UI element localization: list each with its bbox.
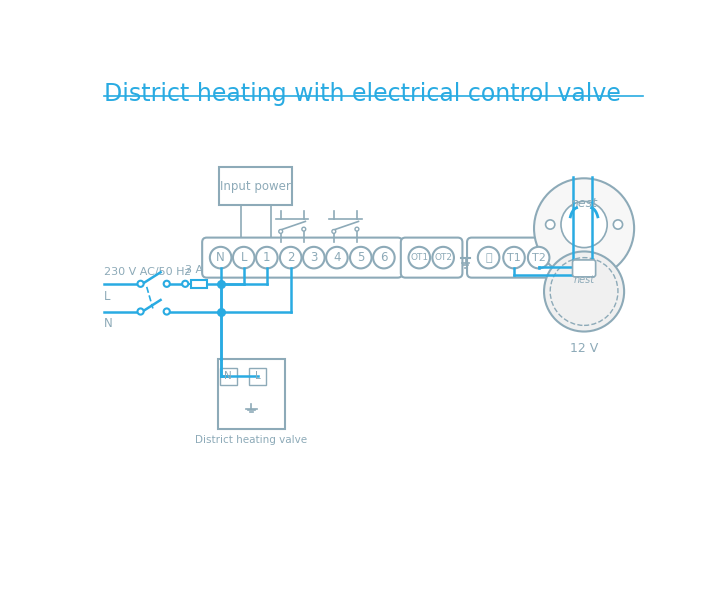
FancyBboxPatch shape	[401, 238, 462, 277]
Text: 3: 3	[310, 251, 317, 264]
Circle shape	[279, 229, 282, 233]
Text: 4: 4	[333, 251, 341, 264]
Text: Input power: Input power	[221, 179, 291, 192]
Text: 1: 1	[263, 251, 271, 264]
Text: 6: 6	[380, 251, 387, 264]
Circle shape	[164, 281, 170, 287]
Text: 5: 5	[357, 251, 365, 264]
Text: OT2: OT2	[434, 253, 452, 262]
Circle shape	[332, 229, 336, 233]
FancyBboxPatch shape	[467, 238, 558, 277]
Circle shape	[503, 247, 525, 268]
Circle shape	[138, 308, 143, 315]
Circle shape	[544, 251, 624, 331]
Text: N: N	[216, 251, 225, 264]
FancyBboxPatch shape	[249, 368, 266, 385]
Circle shape	[350, 247, 371, 268]
Text: N: N	[103, 317, 112, 330]
Text: District heating with electrical control valve: District heating with electrical control…	[103, 82, 620, 106]
Circle shape	[528, 247, 550, 268]
FancyBboxPatch shape	[218, 359, 285, 428]
Text: 3 A: 3 A	[186, 265, 204, 275]
Circle shape	[326, 247, 348, 268]
FancyBboxPatch shape	[220, 368, 237, 385]
Circle shape	[561, 201, 607, 248]
Circle shape	[408, 247, 430, 268]
Text: T2: T2	[531, 252, 545, 263]
Text: ⏚: ⏚	[486, 252, 492, 263]
Text: 2: 2	[287, 251, 294, 264]
Text: 230 V AC/50 Hz: 230 V AC/50 Hz	[103, 267, 190, 277]
Text: L: L	[103, 290, 110, 302]
Text: L: L	[240, 251, 247, 264]
Circle shape	[478, 247, 499, 268]
Text: 12 V: 12 V	[570, 342, 598, 355]
Circle shape	[302, 227, 306, 231]
Text: OT1: OT1	[411, 253, 428, 262]
Text: District heating valve: District heating valve	[195, 435, 307, 445]
Circle shape	[432, 247, 454, 268]
Text: N: N	[224, 371, 232, 381]
FancyBboxPatch shape	[202, 238, 403, 277]
Text: T1: T1	[507, 252, 521, 263]
Circle shape	[210, 247, 232, 268]
Circle shape	[534, 178, 634, 279]
Circle shape	[614, 220, 622, 229]
Text: nest: nest	[571, 197, 598, 210]
Text: nest: nest	[574, 275, 595, 285]
Circle shape	[355, 227, 359, 231]
FancyBboxPatch shape	[572, 260, 596, 277]
Circle shape	[280, 247, 301, 268]
Circle shape	[545, 220, 555, 229]
Circle shape	[138, 281, 143, 287]
Circle shape	[182, 281, 189, 287]
Circle shape	[373, 247, 395, 268]
FancyBboxPatch shape	[191, 280, 207, 287]
Text: L: L	[255, 371, 261, 381]
Circle shape	[164, 308, 170, 315]
Circle shape	[303, 247, 325, 268]
FancyBboxPatch shape	[219, 167, 292, 206]
Circle shape	[256, 247, 277, 268]
Circle shape	[233, 247, 255, 268]
